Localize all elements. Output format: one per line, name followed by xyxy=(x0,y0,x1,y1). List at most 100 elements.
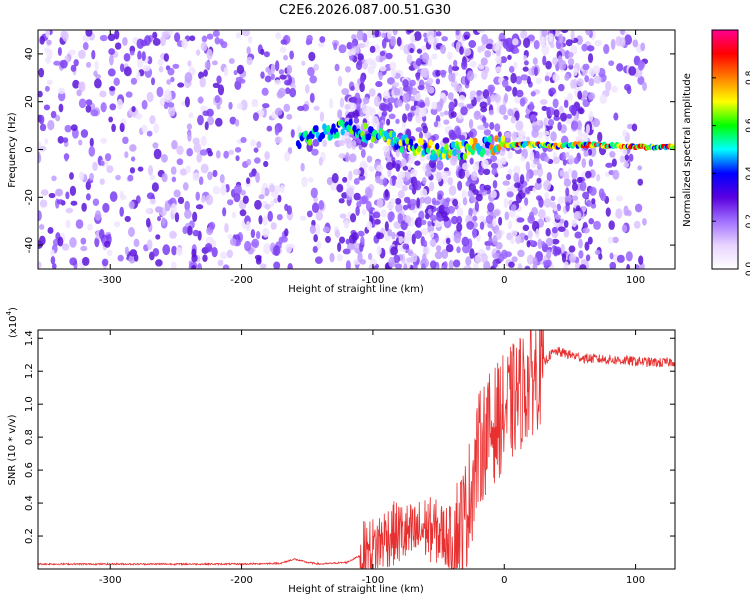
x-tick-label: -100 xyxy=(362,275,385,286)
spectral-cell xyxy=(228,58,235,64)
spectral-cell xyxy=(345,238,350,245)
spectral-cell xyxy=(454,125,461,135)
spectral-cell xyxy=(391,231,396,240)
spectral-cell xyxy=(495,229,502,240)
spectral-cell xyxy=(459,46,464,55)
spectral-cell xyxy=(176,158,184,166)
spectral-cell xyxy=(607,236,614,244)
spectral-cell xyxy=(633,220,641,229)
spectral-cell xyxy=(359,258,367,265)
spectral-cell xyxy=(526,240,531,248)
spectral-cell xyxy=(487,231,493,238)
spectral-cell xyxy=(560,112,567,122)
spectral-cell xyxy=(565,151,570,159)
spectral-cell xyxy=(352,168,361,176)
spectral-cell xyxy=(172,63,180,69)
spectral-cell xyxy=(167,102,175,108)
spectral-cell xyxy=(456,246,461,254)
spectral-cell xyxy=(479,215,485,221)
spectral-cell xyxy=(567,92,573,102)
spectral-cell xyxy=(130,77,138,85)
spectral-cell xyxy=(558,33,564,44)
spectral-cell xyxy=(395,202,403,213)
spectral-cell xyxy=(184,96,190,108)
ridge-cell xyxy=(340,128,345,136)
spectral-cell xyxy=(161,217,166,226)
spectral-cell xyxy=(98,228,105,240)
spectral-cell xyxy=(450,111,457,118)
spectral-cell xyxy=(427,77,434,85)
spectral-cell xyxy=(439,69,447,75)
spectral-cell xyxy=(568,155,575,165)
spectral-cell xyxy=(624,34,633,45)
spectral-cell xyxy=(618,36,626,48)
spectral-cell xyxy=(623,205,629,216)
spectral-cell xyxy=(100,137,108,144)
spectral-cell xyxy=(221,181,226,193)
spectral-cell xyxy=(351,34,357,40)
spectral-cell xyxy=(283,103,291,112)
spectral-cell xyxy=(267,210,273,222)
ridge-cell xyxy=(399,146,405,154)
spectral-cell xyxy=(448,64,453,75)
spectral-cell xyxy=(492,217,497,228)
spectral-cell xyxy=(64,153,69,162)
colorbar-axis: 0.0 0.2 0.4 0.6 0.8 xyxy=(711,29,750,276)
spectral-cell xyxy=(435,101,443,112)
spectral-cell xyxy=(387,211,395,222)
x-tick-label: 100 xyxy=(626,575,645,586)
spectral-cell xyxy=(133,254,139,262)
spectral-cell xyxy=(227,199,234,206)
spectral-cell xyxy=(406,54,413,64)
spectral-cell xyxy=(158,66,164,73)
spectral-cell xyxy=(382,177,388,187)
spectral-cell xyxy=(279,46,287,53)
spectral-cell xyxy=(461,162,470,170)
spectral-cell xyxy=(325,235,331,244)
spectral-cell xyxy=(50,249,55,257)
spectral-cell xyxy=(583,150,589,157)
spectral-cell xyxy=(72,79,80,89)
spectral-cell xyxy=(277,87,286,98)
spectral-cell xyxy=(319,36,326,43)
spectral-cell xyxy=(343,220,350,229)
spectral-cell xyxy=(252,112,259,122)
spectral-cell xyxy=(481,159,489,169)
spectral-cell xyxy=(368,88,376,97)
spectral-cell xyxy=(483,129,491,136)
spectral-cell xyxy=(203,69,208,77)
spectrogram-plot xyxy=(38,30,675,269)
spectral-cell xyxy=(205,194,214,206)
spectral-cell xyxy=(38,210,42,222)
spectral-cell xyxy=(196,49,201,56)
spectral-cell xyxy=(492,258,499,268)
spectral-cell xyxy=(587,236,593,245)
y-tick-label: 40 xyxy=(24,48,35,61)
spectral-cell xyxy=(554,214,562,220)
spectral-cell xyxy=(274,79,282,86)
spectral-cell xyxy=(507,151,513,160)
spectral-cell xyxy=(334,229,341,238)
spectral-cell xyxy=(65,191,70,200)
spectral-cell xyxy=(39,123,47,132)
spectral-cell xyxy=(461,60,468,70)
spectral-cell xyxy=(57,135,64,144)
spectral-cell xyxy=(637,178,644,186)
spectral-cell xyxy=(536,162,542,171)
spectral-cell xyxy=(514,96,522,104)
spectral-cell xyxy=(81,202,87,212)
spectral-cell xyxy=(284,79,292,86)
spectrogram-xlabel: Height of straight line (km) xyxy=(288,284,424,295)
spectral-cell xyxy=(455,41,461,53)
spectral-cell xyxy=(46,39,52,46)
spectral-cell xyxy=(535,77,542,85)
spectral-cell xyxy=(228,101,233,110)
spectral-cell xyxy=(64,124,72,133)
spectral-cell xyxy=(578,250,584,259)
spectral-cell xyxy=(553,156,560,164)
x-tick-label: 0 xyxy=(501,575,507,586)
spectral-cell xyxy=(257,109,265,117)
spectral-cell xyxy=(200,163,209,174)
spectral-cell xyxy=(366,188,373,199)
